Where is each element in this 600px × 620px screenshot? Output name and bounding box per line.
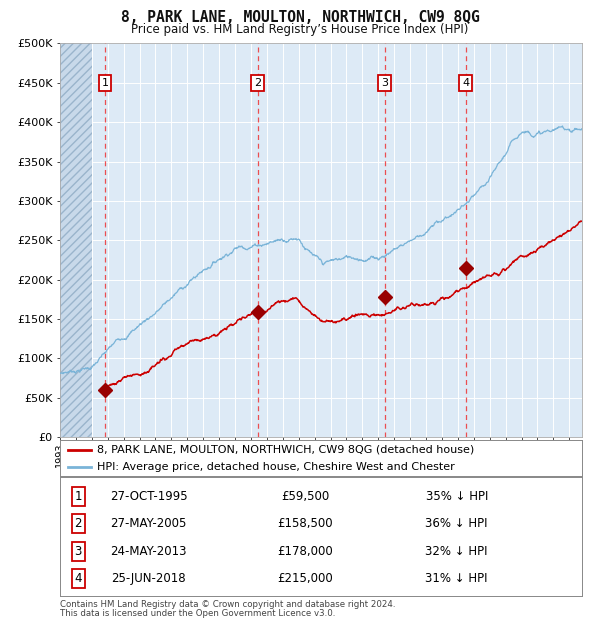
Text: This data is licensed under the Open Government Licence v3.0.: This data is licensed under the Open Gov… [60, 609, 335, 619]
Text: £158,500: £158,500 [278, 517, 333, 530]
Text: £215,000: £215,000 [277, 572, 333, 585]
Text: 3: 3 [381, 78, 388, 88]
Text: £59,500: £59,500 [281, 490, 329, 503]
Text: 8, PARK LANE, MOULTON, NORTHWICH, CW9 8QG: 8, PARK LANE, MOULTON, NORTHWICH, CW9 8Q… [121, 10, 479, 25]
Text: 1: 1 [101, 78, 109, 88]
Bar [60, 43, 92, 437]
Text: 24-MAY-2013: 24-MAY-2013 [110, 545, 187, 558]
Text: 8, PARK LANE, MOULTON, NORTHWICH, CW9 8QG (detached house): 8, PARK LANE, MOULTON, NORTHWICH, CW9 8Q… [97, 445, 474, 454]
Text: Contains HM Land Registry data © Crown copyright and database right 2024.: Contains HM Land Registry data © Crown c… [60, 600, 395, 609]
Text: Price paid vs. HM Land Registry’s House Price Index (HPI): Price paid vs. HM Land Registry’s House … [131, 23, 469, 36]
Text: 4: 4 [74, 572, 82, 585]
Text: 32% ↓ HPI: 32% ↓ HPI [425, 545, 488, 558]
Text: 36% ↓ HPI: 36% ↓ HPI [425, 517, 488, 530]
Text: 3: 3 [74, 545, 82, 558]
Text: 4: 4 [462, 78, 469, 88]
Text: 31% ↓ HPI: 31% ↓ HPI [425, 572, 488, 585]
Text: 27-OCT-1995: 27-OCT-1995 [110, 490, 188, 503]
Text: HPI: Average price, detached house, Cheshire West and Chester: HPI: Average price, detached house, Ches… [97, 461, 454, 472]
Text: 2: 2 [74, 517, 82, 530]
Text: 25-JUN-2018: 25-JUN-2018 [112, 572, 186, 585]
Text: 2: 2 [254, 78, 261, 88]
Text: £178,000: £178,000 [277, 545, 333, 558]
Text: 35% ↓ HPI: 35% ↓ HPI [425, 490, 488, 503]
Text: 27-MAY-2005: 27-MAY-2005 [110, 517, 187, 530]
Text: 1: 1 [74, 490, 82, 503]
